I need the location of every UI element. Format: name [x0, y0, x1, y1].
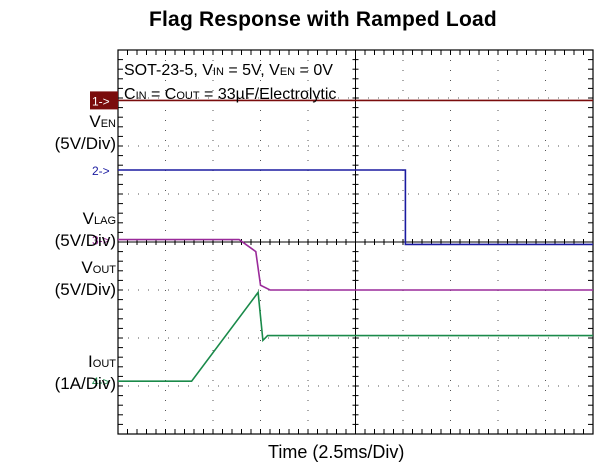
channel-marker-bg — [90, 91, 118, 110]
traces: 1-> 2-> 3-> 4-> — [90, 91, 593, 389]
trace-iout — [118, 290, 593, 382]
channel-marker-3: 3-> — [92, 234, 110, 248]
grid — [117, 49, 594, 435]
annotation-line-1: SOT-23-5, VIN = 5V, VEN = 0V — [124, 62, 333, 79]
trace-vout — [118, 238, 593, 291]
x-axis-label: Time (2.5ms/Div) — [268, 442, 405, 462]
channel-label-vout: VOUT (5V/Div) — [54, 258, 116, 299]
channel-label-ven: VEN (5V/Div) — [54, 112, 116, 153]
channel-label-vlag: VLAG (5V/Div) — [54, 209, 116, 250]
trace-vlag — [118, 169, 593, 246]
annotation-line-2: CIN = COUT = 33µF/Electrolytic — [124, 86, 337, 103]
channel-marker-4: 4-> — [92, 375, 110, 389]
channel-label-iout: IOUT (1A/Div) — [54, 352, 116, 393]
channel-marker-1: 1-> — [92, 94, 110, 108]
channel-marker-2: 2-> — [92, 164, 110, 178]
chart-title: Flag Response with Ramped Load — [149, 8, 497, 31]
